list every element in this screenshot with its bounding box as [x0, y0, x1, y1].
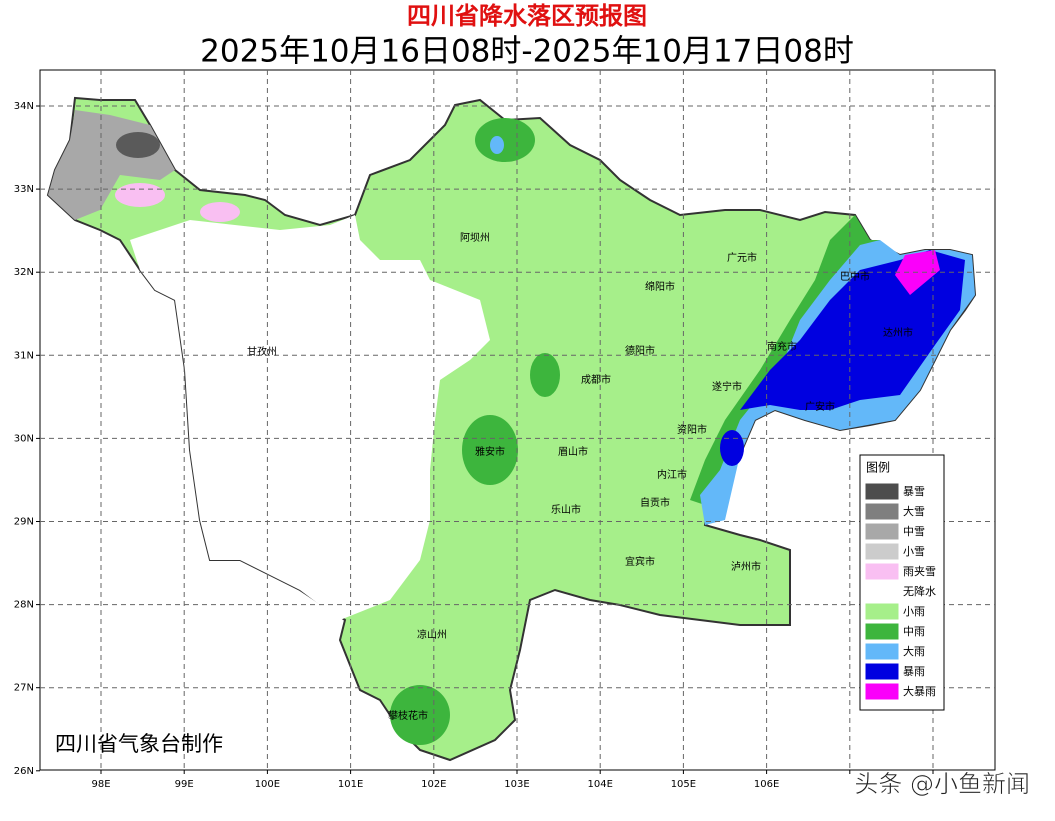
legend-label: 无降水 — [903, 584, 936, 598]
region-label: 宜宾市 — [625, 555, 655, 568]
watermark: 头条 @小鱼新闻 — [854, 770, 1030, 798]
legend-label: 中雨 — [903, 625, 925, 638]
legend-swatch — [865, 503, 899, 520]
moderate-rain-patch — [390, 685, 450, 745]
lat-label: 28N — [14, 600, 34, 611]
lon-label: 98E — [91, 779, 110, 790]
map-shapes — [46, 96, 977, 762]
legend-swatch — [865, 543, 899, 560]
credit: 四川省气象台制作 — [55, 732, 223, 756]
region-label: 资阳市 — [677, 423, 707, 436]
region-label: 自贡市 — [640, 496, 670, 509]
lon-label: 100E — [255, 779, 280, 790]
lat-label: 27N — [14, 683, 34, 694]
legend-swatch — [865, 523, 899, 540]
moderate-rain-patch — [530, 353, 560, 397]
region-label: 雅安市 — [475, 445, 505, 458]
grid: 34N 33N 32N 31N 30N 29N 28N 27N 26N 98E 99E 100E 101… — [14, 70, 995, 790]
lat-label: 34N — [14, 101, 34, 112]
legend-swatch — [865, 603, 899, 620]
region-label: 达州市 — [883, 326, 913, 339]
moderate-rain-patch — [462, 415, 518, 485]
legend-label: 小雨 — [903, 605, 925, 618]
legend-title: 图例 — [866, 461, 890, 475]
legend-swatch — [865, 643, 899, 660]
region-label: 泸州市 — [731, 560, 761, 573]
region-label: 阿坝州 — [460, 232, 490, 244]
no-rain-area — [130, 215, 490, 620]
region-label: 广安市 — [805, 400, 835, 413]
sleet-patch — [115, 183, 165, 207]
rainstorm-patch — [720, 430, 744, 466]
region-label: 南充市 — [767, 340, 797, 353]
region-label: 攀枝花市 — [388, 709, 428, 722]
legend-label: 大暴雨 — [903, 684, 936, 698]
heavy-snow-patch — [116, 132, 160, 158]
region-label: 成都市 — [581, 373, 611, 386]
legend-label: 暴雪 — [903, 485, 925, 498]
legend-swatch — [865, 683, 899, 700]
legend-swatch — [865, 563, 899, 580]
legend-label: 大雪 — [903, 504, 925, 518]
legend-label: 小雪 — [903, 545, 925, 558]
lon-label: 101E — [338, 779, 363, 790]
legend-label: 大雨 — [903, 644, 925, 658]
legend-swatch — [865, 663, 899, 680]
region-label: 乐山市 — [551, 503, 581, 516]
legend-label: 雨夹雪 — [903, 565, 936, 578]
lon-label: 104E — [587, 779, 612, 790]
region-label: 广元市 — [727, 251, 757, 264]
lat-label: 26N — [14, 766, 34, 777]
lon-label: 103E — [504, 779, 529, 790]
lat-label: 30N — [14, 433, 34, 444]
heavy-rain-patch — [490, 136, 504, 154]
lat-label: 31N — [14, 350, 34, 361]
region-label: 眉山市 — [558, 445, 588, 458]
lon-label: 99E — [175, 779, 194, 790]
region-label: 巴中市 — [840, 270, 870, 283]
lon-label: 106E — [754, 779, 779, 790]
region-label: 遂宁市 — [712, 380, 742, 393]
legend-label: 中雪 — [903, 525, 925, 538]
lon-label: 105E — [671, 779, 696, 790]
region-label: 德阳市 — [625, 344, 655, 357]
legend-label: 暴雨 — [903, 665, 925, 678]
lat-label: 33N — [14, 184, 34, 195]
lat-label: 32N — [14, 267, 34, 278]
moderate-rain-patch — [475, 118, 535, 162]
legend-swatch — [865, 483, 899, 500]
lon-label: 102E — [421, 779, 446, 790]
subtitle: 2025年10月16日08时-2025年10月17日08时 — [200, 34, 854, 70]
legend-swatch — [865, 623, 899, 640]
region-label: 凉山州 — [417, 628, 447, 641]
region-label: 甘孜州 — [247, 345, 277, 358]
region-label: 绵阳市 — [645, 280, 675, 293]
region-label: 内江市 — [657, 468, 687, 481]
title: 四川省降水落区预报图 — [407, 2, 647, 30]
lat-label: 29N — [14, 517, 34, 528]
legend-swatch — [866, 584, 898, 599]
sleet-patch — [200, 202, 240, 222]
